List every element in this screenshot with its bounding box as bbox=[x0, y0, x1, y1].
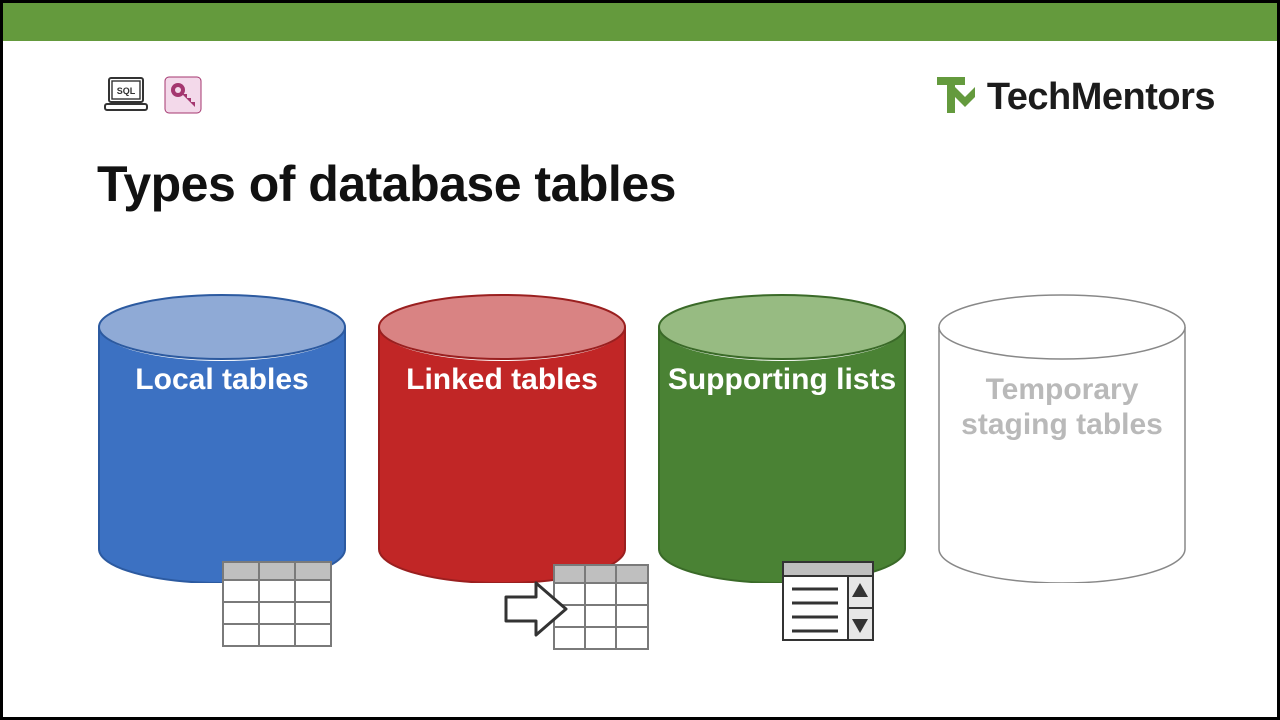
brand-mark-icon bbox=[935, 73, 981, 122]
cylinder-linked: Linked tables bbox=[377, 293, 627, 583]
access-key-icon bbox=[163, 75, 203, 120]
brand-logo: TechMentors bbox=[935, 73, 1215, 122]
cylinder-label: Temporary staging tables bbox=[937, 373, 1187, 442]
accent-band bbox=[3, 3, 1277, 41]
svg-text:SQL: SQL bbox=[117, 86, 136, 96]
header-icons: SQL bbox=[103, 75, 203, 120]
cylinder-temporary: Temporary staging tables bbox=[937, 293, 1187, 583]
brand-name: TechMentors bbox=[987, 76, 1215, 119]
page-title: Types of database tables bbox=[97, 155, 676, 213]
cylinder-label: Linked tables bbox=[377, 363, 627, 398]
cylinder-local: Local tables bbox=[97, 293, 347, 583]
cylinder-row: Local tables Linked tables bbox=[97, 293, 1217, 583]
cylinder-label: Supporting lists bbox=[657, 363, 907, 398]
sql-laptop-icon: SQL bbox=[103, 76, 149, 119]
cylinder-label: Local tables bbox=[97, 363, 347, 398]
cylinder-supporting: Supporting lists bbox=[657, 293, 907, 583]
